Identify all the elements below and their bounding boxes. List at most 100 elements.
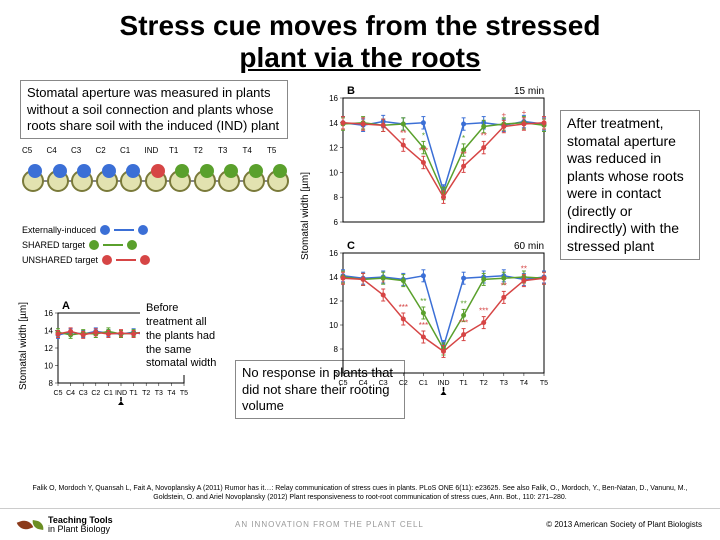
svg-text:***: *** [419, 321, 428, 330]
svg-text:***: *** [479, 307, 488, 316]
pot [47, 170, 69, 192]
svg-text:60 min: 60 min [514, 241, 544, 252]
pot-diagram [20, 148, 290, 208]
svg-text:IND: IND [115, 390, 127, 397]
pot [243, 170, 265, 192]
plant-marker [249, 164, 263, 178]
footer-copyright: © 2013 American Society of Plant Biologi… [546, 520, 702, 529]
svg-text:C1: C1 [104, 390, 113, 397]
leaf-icon [17, 517, 34, 531]
chart-c: 6810121416C5C4C3C2C1INDT1T2T3T4T5C60 min… [315, 235, 550, 395]
leaf-icon-2 [31, 520, 44, 530]
diagram-xlabel: C5 [22, 146, 32, 155]
intro-text-box: Stomatal aperture was measured in plants… [20, 80, 288, 139]
title-line1: Stress cue moves from the stressed [120, 10, 601, 41]
chartA-ylabel: Stomatal width [µm] [18, 302, 29, 390]
svg-text:***: *** [419, 147, 428, 156]
svg-text:C: C [347, 240, 355, 252]
svg-text:15 min: 15 min [514, 86, 544, 97]
svg-text:12: 12 [329, 297, 338, 306]
right-text-box: After treatment, stomatal aperture was r… [560, 110, 700, 260]
plant-marker [151, 164, 165, 178]
slide-title: Stress cue moves from the stressed plant… [20, 10, 700, 74]
svg-text:T2: T2 [480, 380, 488, 387]
svg-text:10: 10 [329, 169, 338, 178]
svg-text:16: 16 [329, 94, 338, 103]
svg-text:16: 16 [44, 309, 53, 318]
plant-marker [224, 164, 238, 178]
svg-text:**: ** [460, 300, 466, 309]
svg-text:T1: T1 [130, 390, 138, 397]
svg-text:14: 14 [44, 327, 53, 336]
legend-unshared: UNSHARED target [22, 255, 150, 265]
diagram-xlabel: T2 [194, 146, 203, 155]
svg-text:12: 12 [329, 144, 338, 153]
slide: Stress cue moves from the stressed plant… [0, 0, 720, 540]
diagram-xlabel: T5 [267, 146, 276, 155]
plant-marker [102, 164, 116, 178]
svg-text:T5: T5 [180, 390, 188, 397]
plant-marker [77, 164, 91, 178]
svg-text:A: A [62, 300, 70, 312]
legend-externally-induced: Externally-induced [22, 225, 148, 235]
plant-marker [200, 164, 214, 178]
diagram-xlabel: C3 [71, 146, 81, 155]
legend-shared: SHARED target [22, 240, 137, 250]
svg-text:T5: T5 [540, 380, 548, 387]
footer-logo: Teaching Tools in Plant Biology [18, 516, 113, 534]
svg-text:14: 14 [329, 273, 338, 282]
diagram-xlabel: T1 [169, 146, 178, 155]
svg-text:C2: C2 [91, 390, 100, 397]
svg-text:C5: C5 [339, 380, 348, 387]
footer-mid: AN INNOVATION FROM THE PLANT CELL [113, 520, 547, 529]
content-area: Stomatal aperture was measured in plants… [20, 80, 700, 480]
diagram-xlabel: C4 [47, 146, 57, 155]
plant-marker [175, 164, 189, 178]
svg-text:B: B [347, 85, 355, 97]
svg-text:C2: C2 [399, 380, 408, 387]
plant-marker [28, 164, 42, 178]
svg-text:10: 10 [329, 321, 338, 330]
footer: Teaching Tools in Plant Biology AN INNOV… [0, 508, 720, 540]
svg-text:C3: C3 [79, 390, 88, 397]
svg-text:+: + [501, 111, 506, 120]
pot [96, 170, 118, 192]
svg-text:10: 10 [44, 362, 53, 371]
svg-text:8: 8 [334, 345, 339, 354]
diagram-xlabel: C1 [120, 146, 130, 155]
diagram-xlabel: T3 [218, 146, 227, 155]
svg-text:6: 6 [334, 218, 339, 227]
svg-text:6: 6 [334, 369, 339, 378]
pot [22, 170, 44, 192]
svg-text:T2: T2 [142, 390, 150, 397]
svg-text:8: 8 [49, 379, 54, 388]
diagram-xlabel: C2 [96, 146, 106, 155]
svg-text:**: ** [481, 132, 487, 141]
svg-text:T3: T3 [155, 390, 163, 397]
svg-text:C1: C1 [419, 380, 428, 387]
svg-text:**: ** [521, 265, 527, 274]
svg-text:C5: C5 [54, 390, 63, 397]
diagram-xlabel: IND [145, 146, 159, 155]
svg-text:16: 16 [329, 249, 338, 258]
plant-marker [126, 164, 140, 178]
chartBC-ylabel: Stomatal width [µm] [300, 172, 311, 260]
svg-text:**: ** [501, 282, 507, 291]
svg-text:8: 8 [334, 194, 339, 203]
svg-text:***: *** [459, 319, 468, 328]
before-text: Before treatment all the plants had the … [140, 298, 225, 375]
pot [267, 170, 289, 192]
pot [218, 170, 240, 192]
svg-text:C3: C3 [379, 380, 388, 387]
diagram-xlabel: T4 [243, 146, 252, 155]
pot [120, 170, 142, 192]
plant-marker [53, 164, 67, 178]
svg-text:*: * [382, 279, 385, 288]
svg-text:*: * [462, 134, 465, 143]
citation: Falik O, Mordoch Y, Quansah L, Fait A, N… [20, 485, 700, 502]
svg-text:C4: C4 [359, 380, 368, 387]
svg-text:T4: T4 [520, 380, 528, 387]
svg-text:T3: T3 [500, 380, 508, 387]
plant-marker [273, 164, 287, 178]
pot [194, 170, 216, 192]
